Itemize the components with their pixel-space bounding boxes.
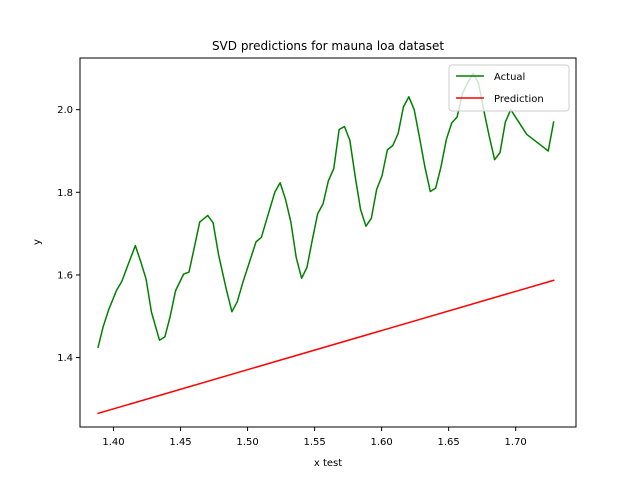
x-axis-label: x test (314, 458, 342, 469)
y-tick-label: 1.6 (57, 270, 73, 281)
y-axis-label: y (32, 239, 43, 245)
x-tick-label: 1.70 (505, 437, 527, 448)
x-tick-label: 1.65 (438, 437, 460, 448)
x-axis-ticks: 1.40 1.45 1.50 1.55 1.60 1.65 1.70 (102, 427, 527, 448)
x-tick-label: 1.40 (102, 437, 124, 448)
plot-area-frame (79, 57, 577, 428)
x-tick-label: 1.55 (303, 437, 325, 448)
y-tick-label: 1.4 (57, 353, 73, 364)
x-tick-label: 1.60 (370, 437, 392, 448)
x-tick-label: 1.50 (236, 437, 258, 448)
legend-label-prediction: Prediction (494, 94, 544, 105)
x-tick-label: 1.45 (169, 437, 191, 448)
chart-title: SVD predictions for mauna loa dataset (212, 39, 444, 53)
legend-label-actual: Actual (494, 72, 525, 83)
y-axis-ticks: 1.4 1.6 1.8 2.0 (57, 105, 80, 364)
y-tick-label: 1.8 (57, 188, 73, 199)
legend: Actual Prediction (448, 64, 570, 112)
y-tick-label: 2.0 (57, 105, 73, 116)
series-line-prediction (97, 279, 555, 415)
